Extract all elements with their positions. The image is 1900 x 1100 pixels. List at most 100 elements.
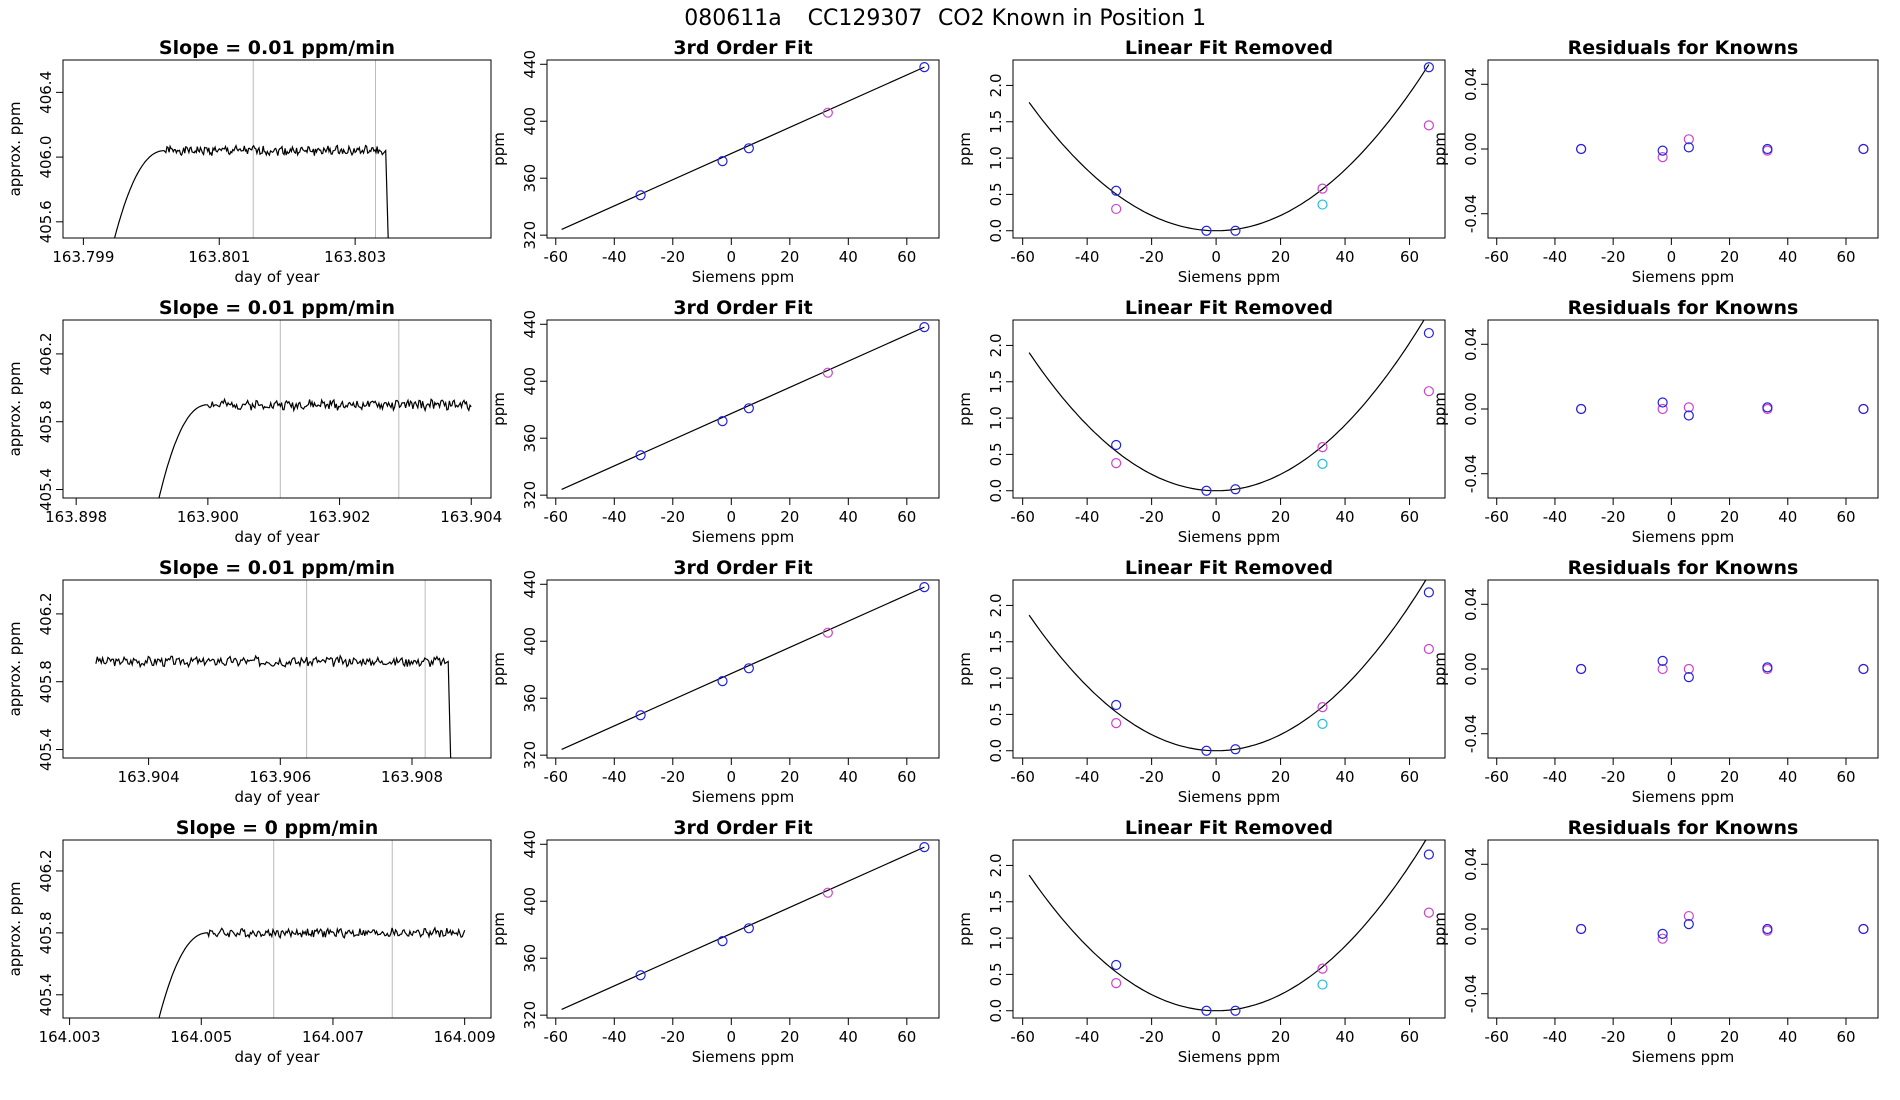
panel-4-1: Residuals for Knowns Siemens ppm ppm -60 -40… [1431,37,1879,286]
x-tick-label: 40 [1778,768,1797,786]
plot-area [158,840,466,1018]
x-tick-label: -40 [1075,248,1100,266]
y-tick-label: 0.5 [987,962,1005,986]
x-axis-label: Siemens ppm [692,1048,795,1066]
fit-curve [1028,840,1427,1012]
x-tick-label: 40 [839,768,858,786]
plot-frame [1487,59,1879,239]
fit-curve [1028,320,1425,492]
y-tick-label: 405.8 [37,400,55,443]
y-axis-label: approx. ppm [6,882,24,977]
x-axis-label: day of year [234,1048,320,1066]
data-point [743,923,754,934]
x-tick-label: 60 [1400,768,1419,786]
x-axis-label: Siemens ppm [692,268,795,286]
panel-4-2: Residuals for Knowns Siemens ppm ppm -60 -40… [1431,297,1879,546]
panel-title: Linear Fit Removed [1125,37,1333,59]
x-axis-label: Siemens ppm [692,528,795,546]
plot-area [158,320,472,498]
y-tick-label: 405.8 [37,911,55,954]
data-point [1317,458,1328,469]
x-tick-label: -20 [661,1028,686,1046]
y-axis-label: ppm [1431,132,1449,166]
data-point [919,62,930,73]
y-axis-label: ppm [1431,652,1449,686]
x-tick-label: -20 [1601,508,1626,526]
x-tick-label: -60 [544,1028,569,1046]
x-tick-label: 163.900 [177,508,239,526]
data-point [1683,142,1694,153]
data-point [1423,62,1434,73]
y-tick-label: 406.2 [37,849,55,892]
plot-frame [1012,579,1446,759]
x-axis-label: day of year [234,268,320,286]
x-axis-label: Siemens ppm [1632,268,1735,286]
data-point [1657,663,1668,675]
plot-frame [1012,319,1446,499]
data-point [1423,327,1434,339]
data-point [1317,183,1328,194]
data-point [743,663,754,674]
plot-area [561,842,930,1011]
y-tick-label: 0.00 [1462,392,1480,425]
data-point [1423,587,1434,598]
x-axis-label: Siemens ppm [692,788,795,806]
y-tick-label: 1.5 [987,890,1005,914]
x-tick-label: 60 [1836,508,1855,526]
data-point [1858,923,1869,935]
data-point [1858,143,1869,155]
data-point [1683,410,1694,421]
data-point [1576,923,1587,935]
run-id: 080611a [684,6,781,31]
data-point [1657,151,1668,163]
x-axis-label: day of year [234,788,320,806]
data-point [1201,225,1212,236]
data-point [1317,963,1328,974]
y-tick-label: 2.0 [987,593,1005,617]
x-tick-label: -20 [661,768,686,786]
data-point [1230,484,1241,495]
x-tick-label: 164.005 [170,1028,232,1046]
panel-1-1: Slope = 0.01 ppm/min day of year approx. p… [6,37,492,286]
y-tick-label: 400 [521,367,539,396]
x-axis-label: Siemens ppm [1178,1048,1281,1066]
y-tick-label: 406.4 [37,71,55,114]
fit-curve [1028,64,1430,232]
y-axis-label: ppm [490,912,508,946]
x-tick-label: -60 [1010,248,1035,266]
panel-title: Residuals for Knowns [1568,817,1799,839]
y-tick-label: 440 [521,310,539,339]
plot-area [561,62,930,231]
x-tick-label: 0 [1667,248,1677,266]
y-tick-label: 0.0 [987,999,1005,1023]
data-point [635,450,646,461]
x-tick-label: 60 [897,768,916,786]
x-tick-label: 20 [1271,768,1290,786]
panel-3-3: Linear Fit Removed Siemens ppm ppm -60 -40 -2… [956,557,1446,806]
super-title: 080611a CC129307 CO2 Known in Position 1 [684,6,1206,31]
fit-line [561,586,925,751]
data-point [717,936,728,947]
x-tick-label: -20 [1601,248,1626,266]
panel-1-3: Slope = 0.01 ppm/min day of year approx. p… [6,557,492,806]
plot-area [1028,580,1434,756]
data-point [1317,702,1328,713]
x-tick-label: -20 [1139,508,1164,526]
plot-area [113,60,389,238]
x-tick-label: 60 [1836,248,1855,266]
x-tick-label: -20 [1139,768,1164,786]
panel-title: Residuals for Knowns [1568,297,1799,319]
panel-title: 3rd Order Fit [673,817,812,839]
data-point [1111,458,1122,469]
x-tick-label: 60 [1400,1028,1419,1046]
panel-title: Slope = 0.01 ppm/min [159,37,395,59]
x-tick-label: 164.003 [39,1028,101,1046]
data-point [1230,1005,1241,1016]
fit-line [561,66,925,231]
plot-area [1028,62,1434,236]
y-axis-label: ppm [956,652,974,686]
x-tick-label: 20 [1720,248,1739,266]
data-point [1423,907,1434,918]
data-point [1683,402,1694,413]
y-axis-label: ppm [490,132,508,166]
